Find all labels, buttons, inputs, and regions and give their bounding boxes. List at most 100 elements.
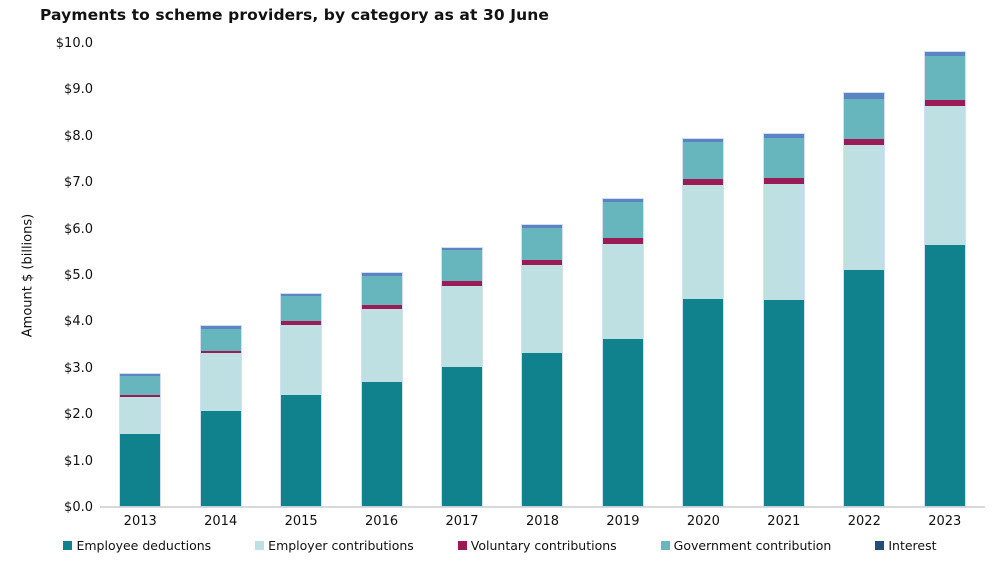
legend-item-employer-contributions: Employer contributions (255, 538, 414, 553)
bar-segment-voluntary-contributions (924, 100, 965, 107)
bar-segment-government-contribution (763, 138, 804, 178)
bar-segment-interest (602, 198, 643, 203)
bar-segment-interest (281, 293, 322, 296)
bar-segment-government-contribution (602, 202, 643, 239)
bar-band-2022 (824, 44, 904, 507)
bar-segment-voluntary-contributions (281, 321, 322, 326)
x-tick-label-2014: 2014 (204, 514, 238, 529)
y-tick-label: $2.0 (64, 407, 93, 423)
y-tick-label: $7.0 (64, 175, 93, 191)
bar-band-2023 (905, 44, 985, 508)
bar-segment-voluntary-contributions (763, 177, 804, 185)
bar-segment-interest (200, 326, 241, 329)
x-tick-label-2023: 2023 (928, 514, 962, 529)
x-tick-label-2017: 2017 (445, 514, 479, 529)
y-tick-label: $5.0 (64, 268, 93, 283)
bar-segment-government-contribution (442, 250, 483, 281)
bar-segment-employer-contributions (844, 145, 885, 271)
legend-swatch-icon (255, 541, 265, 550)
bar-segment-interest (924, 51, 965, 57)
stacked-bar-2013 (119, 372, 162, 508)
x-tick-label-2019: 2019 (606, 514, 640, 529)
bar-segment-employer-contributions (522, 264, 563, 353)
stacked-bar-2020 (682, 137, 725, 508)
bar-segment-employee-deductions (120, 434, 161, 506)
plot-area: $0.0 $1.0 $2.0 $3.0 $4.0 $5.0 $6.0 $7.0 $8.0 $9.0… (56, 36, 985, 515)
bar-segment-employer-contributions (924, 106, 965, 246)
bar-segment-employer-contributions (763, 184, 804, 301)
legend-swatch-icon (63, 541, 73, 550)
bar-segment-employer-contributions (361, 309, 402, 383)
x-tick-label-2018: 2018 (525, 514, 560, 529)
bar-segment-interest (522, 224, 563, 228)
bar-segment-interest (763, 134, 804, 139)
legend-swatch-icon (660, 541, 670, 550)
bar-segment-employee-deductions (844, 270, 885, 506)
bar-segment-government-contribution (683, 142, 724, 180)
bar-segment-employer-contributions (442, 285, 483, 367)
bar-band-2019 (583, 44, 663, 508)
chart-title: Payments to scheme providers, by categor… (40, 6, 550, 24)
bar-segment-government-contribution (120, 376, 161, 395)
x-axis-labels: 2013 2014 2015 2016 2017 2018 2019 2020 2021 2022… (100, 514, 985, 529)
stacked-bar-2021 (762, 133, 805, 507)
x-tick-label-2016: 2016 (365, 514, 399, 529)
legend-swatch-icon (875, 541, 885, 550)
bar-segment-employer-contributions (281, 325, 322, 395)
legend-item-interest: Interest (875, 538, 937, 553)
x-tick-label-2020: 2020 (686, 514, 720, 529)
bar-segment-interest (683, 138, 724, 143)
y-tick-label: $3.0 (64, 360, 93, 376)
bar-segment-government-contribution (844, 98, 885, 140)
stacked-bar-2015 (280, 292, 323, 508)
bar-segment-government-contribution (200, 328, 241, 351)
bar-segment-employer-contributions (683, 184, 724, 299)
bar-segment-employee-deductions (361, 382, 402, 506)
bar-segment-government-contribution (924, 56, 965, 101)
bar-band-2020 (663, 44, 743, 508)
bar-segment-government-contribution (522, 227, 563, 261)
bar-segment-voluntary-contributions (361, 304, 402, 310)
bar-segment-voluntary-contributions (442, 281, 483, 286)
bar-segment-interest (120, 373, 161, 377)
legend-item-voluntary-contributions: Voluntary contributions (457, 538, 617, 553)
bar-segment-voluntary-contributions (602, 238, 643, 244)
bar-segment-interest (442, 247, 483, 251)
bar-band-2021 (744, 44, 824, 507)
bar-segment-employer-contributions (200, 352, 241, 411)
bar-segment-employee-deductions (522, 352, 563, 506)
legend: Employee deductions Employer contribution… (0, 538, 1000, 553)
stacked-bar-2019 (601, 197, 644, 508)
bar-segment-government-contribution (361, 275, 402, 305)
stacked-bar-2022 (843, 92, 886, 507)
bar-segment-employee-deductions (683, 298, 724, 506)
stacked-bar-2023 (923, 50, 966, 508)
bar-segment-voluntary-contributions (522, 260, 563, 265)
bar-band-2013 (100, 44, 180, 508)
x-tick-label-2021: 2021 (767, 514, 801, 529)
legend-label: Employer contributions (268, 538, 414, 553)
bar-segment-employer-contributions (120, 396, 161, 435)
legend-label: Interest (888, 538, 937, 553)
legend-label: Employee deductions (76, 538, 212, 553)
bar-band-2015 (261, 44, 341, 508)
x-tick-label-2013: 2013 (123, 514, 157, 529)
y-tick-label: $4.0 (64, 314, 93, 330)
bar-segment-employee-deductions (924, 245, 965, 506)
bar-segment-voluntary-contributions (844, 139, 885, 146)
bar-band-2018 (502, 44, 582, 508)
y-tick-label: $8.0 (64, 128, 93, 144)
legend-swatch-icon (457, 541, 467, 550)
y-tick-label: $9.0 (64, 82, 93, 98)
bar-segment-employer-contributions (602, 243, 643, 339)
stacked-bar-2017 (441, 246, 484, 508)
bar-segment-voluntary-contributions (200, 350, 241, 353)
bar-segment-government-contribution (281, 295, 322, 322)
bar-segment-voluntary-contributions (120, 394, 161, 397)
bar-band-2017 (422, 44, 502, 508)
bar-segment-employee-deductions (200, 410, 241, 506)
bar-segment-employee-deductions (602, 338, 643, 506)
stacked-bar-2014 (199, 325, 242, 507)
x-tick-label-2015: 2015 (284, 514, 318, 529)
